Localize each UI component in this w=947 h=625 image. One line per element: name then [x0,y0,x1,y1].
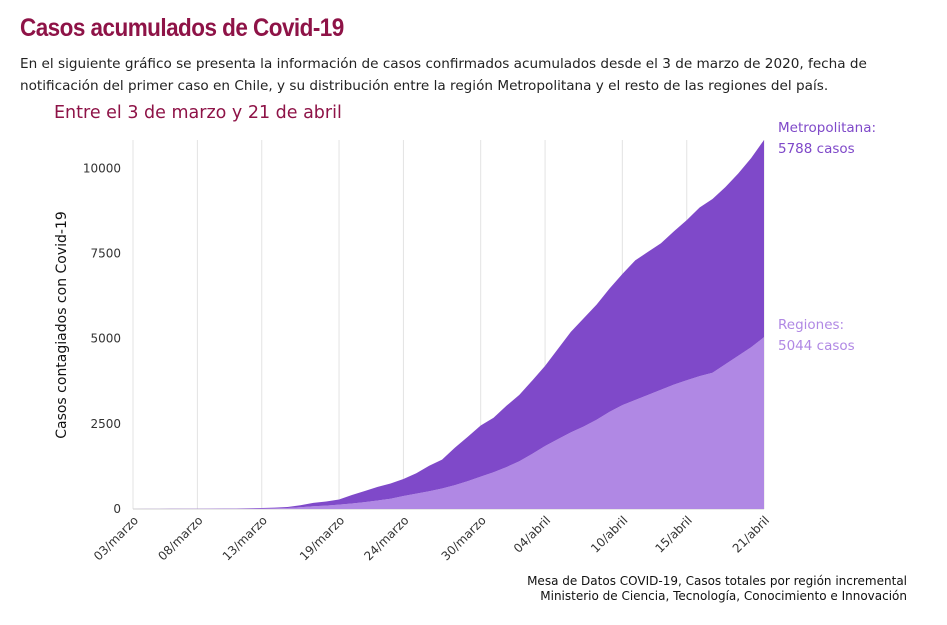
x-tick-label: 30/marzo [439,513,489,563]
x-tick-label: 15/abril [653,513,695,555]
area-regiones [133,337,764,509]
page-title: Casos acumulados de Covid-19 [20,14,344,42]
y-tick-label: 10000 [83,161,121,175]
x-tick-label: 13/marzo [220,513,270,563]
x-tick-label: 21/abril [730,513,772,555]
chart-title: Entre el 3 de marzo y 21 de abril [54,103,342,123]
x-tick-label: 04/abril [511,513,553,555]
series-value-regiones: 5044 casos [778,338,855,354]
source-line-1: Mesa de Datos COVID-19, Casos totales po… [527,574,907,588]
y-tick-label: 5000 [90,332,121,346]
series-labels: Regiones: 5044 casos Metropolitana: 5788 ca… [778,120,876,354]
x-tick-label: 19/marzo [297,513,347,563]
page-subtitle: En el siguiente gráfico se presenta la i… [20,56,867,94]
y-tick-label: 2500 [90,417,121,431]
x-axis: 03/marzo 08/marzo 13/marzo 19/marzo 24/marzo… [91,513,772,563]
x-tick-label: 24/marzo [361,513,411,563]
series-label-regiones: Regiones: [778,317,844,333]
y-tick-label: 0 [113,502,121,516]
y-axis: 0 2500 5000 7500 10000 [83,161,121,516]
x-tick-label: 08/marzo [155,513,205,563]
y-tick-label: 7500 [90,247,121,261]
source-line-2: Ministerio de Ciencia, Tecnología, Conoc… [540,589,907,603]
area-metropolitana [133,140,764,509]
y-axis-label: Casos contagiados con Covid-19 [54,211,70,439]
x-tick-label: 10/abril [588,513,630,555]
series-label-metropolitana: Metropolitana: [778,120,876,136]
area-series [133,140,764,509]
source-note: Mesa de Datos COVID-19, Casos totales po… [527,574,907,604]
series-value-metropolitana: 5788 casos [778,141,855,157]
x-tick-label: 03/marzo [91,513,141,563]
